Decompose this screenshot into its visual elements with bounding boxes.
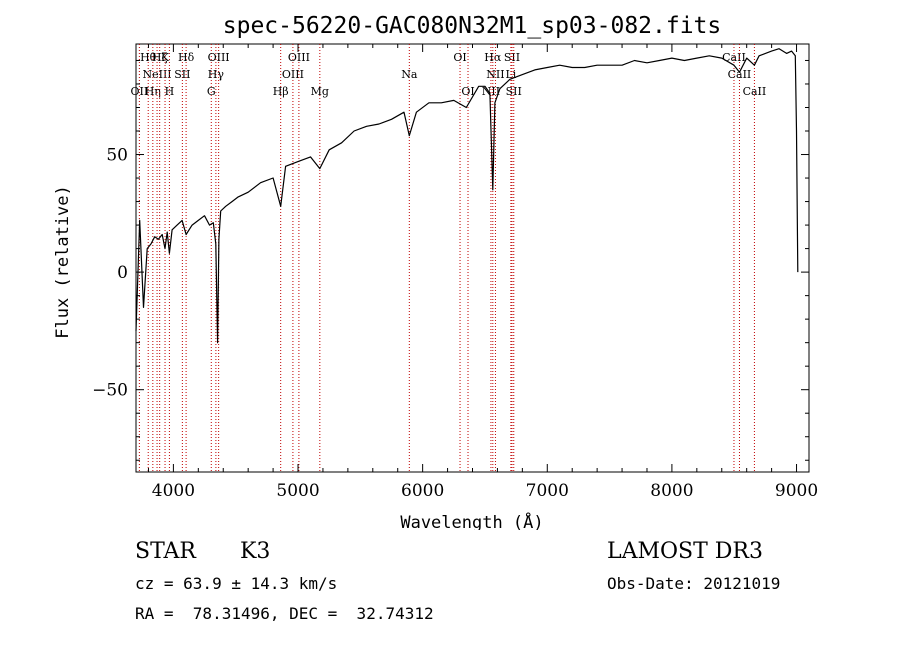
survey-name: LAMOST DR3 <box>607 539 763 564</box>
line-label-9: G <box>207 85 216 98</box>
line-label-11: OIII <box>208 51 230 64</box>
line-label-1: Hθ <box>140 51 157 64</box>
x-tick-label-0: 4000 <box>152 481 195 501</box>
chart-title: spec-56220-GAC080N32M1_sp03-082.fits <box>223 13 722 39</box>
line-label-12: Hβ <box>273 85 289 98</box>
line-label-10: Hγ <box>208 68 225 81</box>
line-label-24: SII <box>506 85 522 98</box>
line-label-14: OIII <box>288 51 310 64</box>
x-tick-label-1: 5000 <box>276 481 319 501</box>
y-tick-label-1: 0 <box>117 263 128 283</box>
plot-frame <box>135 43 810 473</box>
line-label-17: OI <box>453 51 466 64</box>
line-label-13: OIII <box>282 68 304 81</box>
line-label-26: CaII <box>728 68 752 81</box>
line-label-5: K <box>161 51 170 64</box>
line-label-15: Mg <box>311 85 329 98</box>
line-markers: OII Hθ Hη NeIII HζK H SII Hδ G Hγ OIII Hβ OIII OIII Mg… <box>131 44 767 472</box>
line-label-22: Li <box>505 68 516 81</box>
line-label-27: CaII <box>743 85 767 98</box>
coordinates: RA = 78.31496, DEC = 32.74312 <box>135 604 434 623</box>
redshift: cz = 63.9 ± 14.3 km/s <box>135 574 338 593</box>
line-label-16: Na <box>401 68 418 81</box>
line-label-6: H <box>165 85 175 98</box>
x-tick-label-5: 9000 <box>775 481 818 501</box>
line-label-25: CaII <box>722 51 746 64</box>
series-line-0 <box>135 48 799 344</box>
axis-ticks: 4000 5000 6000 7000 8000 9000 −50 0 50 <box>92 44 818 501</box>
x-tick-label-4: 8000 <box>650 481 693 501</box>
x-tick-label-2: 6000 <box>401 481 444 501</box>
y-tick-label-0: −50 <box>92 381 128 401</box>
line-label-8: Hδ <box>178 51 195 64</box>
obs-date: Obs-Date: 20121019 <box>607 574 781 593</box>
line-label-3: NeIII <box>142 68 171 81</box>
spectrum-series <box>135 48 799 344</box>
line-label-21: NII <box>486 68 504 81</box>
line-label-7: SII <box>174 68 190 81</box>
line-label-23: SII <box>504 51 520 64</box>
y-axis-label: Flux (relative) <box>53 185 73 339</box>
line-label-20: Hα <box>484 51 502 64</box>
subclass: K3 <box>240 539 271 564</box>
x-tick-label-3: 7000 <box>526 481 569 501</box>
y-tick-label-2: 50 <box>106 146 128 166</box>
x-axis-label: Wavelength (Å) <box>400 511 543 530</box>
object-type: STAR <box>135 539 196 564</box>
spectrum-chart: spec-56220-GAC080N32M1_sp03-082.fits OII… <box>53 13 818 530</box>
line-label-0: OII <box>131 85 149 98</box>
line-label-4: Hζ <box>152 51 168 64</box>
line-label-18: OI <box>461 85 474 98</box>
line-label-2: Hη <box>145 85 161 98</box>
